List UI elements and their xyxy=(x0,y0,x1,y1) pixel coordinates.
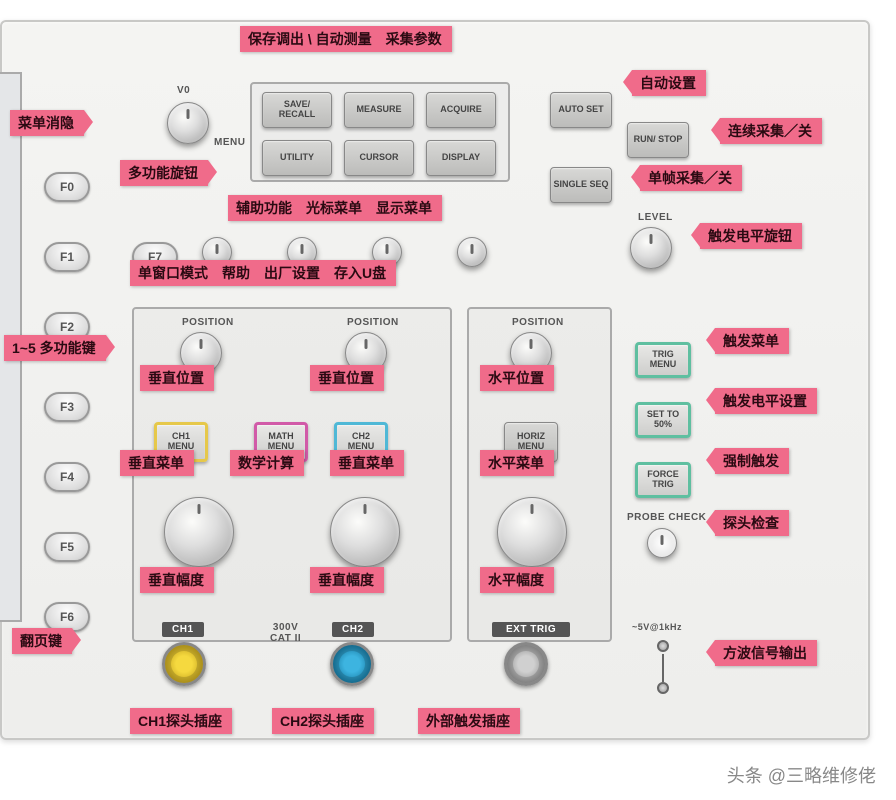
set-to-50-button[interactable]: SET TO 50% xyxy=(635,402,691,438)
measure-button[interactable]: MEASURE xyxy=(344,92,414,128)
v0-label: V0 xyxy=(177,85,190,96)
tag-page-key: 翻页键 xyxy=(12,628,72,654)
ext-trig-bnc-port[interactable] xyxy=(504,642,548,686)
tag-menu-clear: 菜单消隐 xyxy=(10,110,84,136)
auto-set-button[interactable]: AUTO SET xyxy=(550,92,612,128)
wave-label: ~5V@1kHz xyxy=(632,622,682,632)
pos-label-2: POSITION xyxy=(347,317,399,328)
f0-button[interactable]: F0 xyxy=(44,172,90,202)
f1-button[interactable]: F1 xyxy=(44,242,90,272)
pos-label-1: POSITION xyxy=(182,317,234,328)
tag-port-ch1: CH1探头插座 xyxy=(130,708,232,734)
tag-menu-ch1: 垂直菜单 xyxy=(120,450,194,476)
pos-label-3: POSITION xyxy=(512,317,564,328)
v0-knob[interactable] xyxy=(167,102,209,144)
probe-check-label: PROBE CHECK xyxy=(627,512,706,523)
menu-label: MENU xyxy=(214,137,245,148)
tag-single-seq: 单帧采集／关 xyxy=(640,165,742,191)
force-trig-button[interactable]: FORCE TRIG xyxy=(635,462,691,498)
horiz-scale-knob[interactable] xyxy=(497,497,567,567)
probe-comp-ground[interactable] xyxy=(657,682,669,694)
cat-label: 300V CAT II xyxy=(270,622,301,644)
tag-force-trig: 强制触发 xyxy=(715,448,789,474)
tag-pos-ch2: 垂直位置 xyxy=(310,365,384,391)
tag-menu-horiz: 水平菜单 xyxy=(480,450,554,476)
cursor-button[interactable]: CURSOR xyxy=(344,140,414,176)
ch2-bnc-port[interactable] xyxy=(330,642,374,686)
tag-multi-knob: 多功能旋钮 xyxy=(120,160,208,186)
f5-button[interactable]: F5 xyxy=(44,532,90,562)
tag-port-ch2: CH2探头插座 xyxy=(272,708,374,734)
tag-save-recall: 保存调出 \ 自动测量 采集参数 xyxy=(240,26,452,52)
f3-button[interactable]: F3 xyxy=(44,392,90,422)
tag-pos-horiz: 水平位置 xyxy=(480,365,554,391)
tag-scale-ch2: 垂直幅度 xyxy=(310,567,384,593)
probe-check-button[interactable] xyxy=(647,528,677,558)
trig-menu-button[interactable]: TRIG MENU xyxy=(635,342,691,378)
f4-button[interactable]: F4 xyxy=(44,462,90,492)
display-button[interactable]: DISPLAY xyxy=(426,140,496,176)
single-seq-button[interactable]: SINGLE SEQ xyxy=(550,167,612,203)
ch2-scale-knob[interactable] xyxy=(330,497,400,567)
tag-menu-math: 数学计算 xyxy=(230,450,304,476)
acquire-button[interactable]: ACQUIRE xyxy=(426,92,496,128)
tag-square-out: 方波信号输出 xyxy=(715,640,817,666)
tag-pos-ch1: 垂直位置 xyxy=(140,365,214,391)
ch1-port-label: CH1 xyxy=(162,622,204,637)
tag-port-ext: 外部触发插座 xyxy=(418,708,520,734)
tag-scale-ch1: 垂直幅度 xyxy=(140,567,214,593)
tag-menu-ch2: 垂直菜单 xyxy=(330,450,404,476)
trig-level-knob[interactable] xyxy=(630,227,672,269)
utility-button[interactable]: UTILITY xyxy=(262,140,332,176)
tag-row3: 单窗口模式 帮助 出厂设置 存入U盘 xyxy=(130,260,396,286)
tag-set-50: 触发电平设置 xyxy=(715,388,817,414)
ext-trig-port-label: EXT TRIG xyxy=(492,622,570,637)
probe-comp-link xyxy=(662,654,664,682)
ch2-port-label: CH2 xyxy=(332,622,374,637)
tag-scale-horiz: 水平幅度 xyxy=(480,567,554,593)
save-recall-button[interactable]: SAVE/ RECALL xyxy=(262,92,332,128)
probe-comp-signal[interactable] xyxy=(657,640,669,652)
ch1-scale-knob[interactable] xyxy=(164,497,234,567)
small-knob-4[interactable] xyxy=(457,237,487,267)
tag-auto-set: 自动设置 xyxy=(632,70,706,96)
watermark: 头条 @三略维修佬 xyxy=(727,762,876,788)
tag-trig-menu: 触发菜单 xyxy=(715,328,789,354)
level-label: LEVEL xyxy=(638,212,673,223)
tag-trig-level-knob: 触发电平旋钮 xyxy=(700,223,802,249)
tag-run-stop: 连续采集／关 xyxy=(720,118,822,144)
run-stop-button[interactable]: RUN/ STOP xyxy=(627,122,689,158)
tag-probe-check: 探头检查 xyxy=(715,510,789,536)
tag-f-keys: 1~5 多功能键 xyxy=(4,335,106,361)
tag-row2: 辅助功能 光标菜单 显示菜单 xyxy=(228,195,442,221)
ch1-bnc-port[interactable] xyxy=(162,642,206,686)
